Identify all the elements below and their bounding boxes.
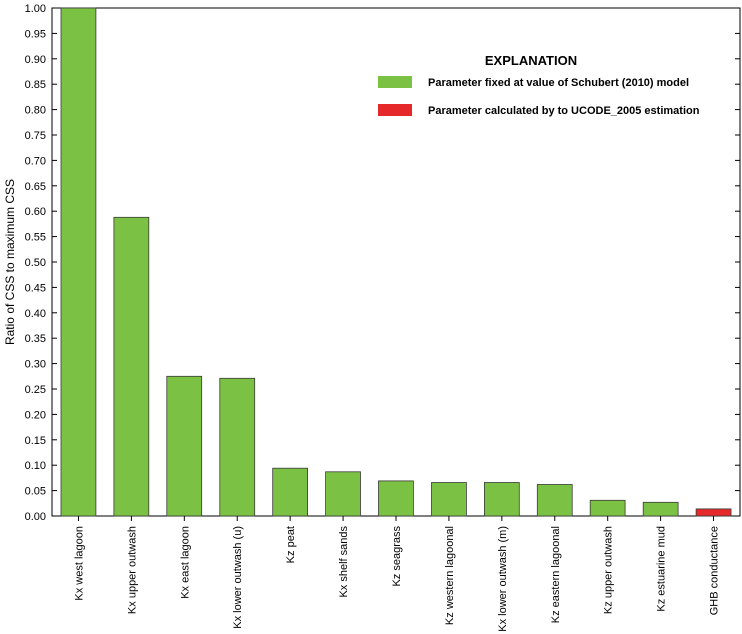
- bars: [60, 7, 732, 517]
- bar-kz-western-lagoonal: [431, 482, 467, 517]
- y-tick-label: 0.90: [25, 54, 46, 66]
- bar-ghb-conductance: [695, 508, 732, 517]
- y-tick-label: 0.60: [25, 206, 46, 218]
- bar-kz-upper-outwash: [589, 499, 626, 517]
- x-tick-label: Kx lower outwash (u): [232, 526, 244, 629]
- legend-swatch-fixed: [378, 76, 412, 88]
- legend-label-fixed: Parameter fixed at value of Schubert (20…: [428, 77, 689, 89]
- bar-kx-west-lagoon: [60, 7, 97, 517]
- bar-kz-estuarine-mud: [642, 501, 679, 517]
- x-tick-label: Kz western lagoonal: [444, 526, 456, 625]
- y-tick-label: 0.20: [25, 409, 46, 421]
- y-tick-label: 0.25: [25, 384, 46, 396]
- x-tick-label: GHB conductance: [709, 526, 721, 615]
- legend-label-calculated: Parameter calculated by to UCODE_2005 es…: [428, 105, 700, 117]
- bar-kx-lower-outwash-u: [219, 377, 256, 517]
- y-tick-label: 0.95: [25, 28, 46, 40]
- legend-title: EXPLANATION: [485, 53, 577, 68]
- y-tick-label: 0.35: [25, 333, 46, 345]
- bar-kz-peat: [272, 467, 309, 517]
- y-tick-label: 0.65: [25, 181, 46, 193]
- bar-kx-shelf-sands: [325, 471, 361, 517]
- x-axis: Kx west lagoon Kx upper outwash Kx east la…: [74, 516, 721, 632]
- y-tick-label: 0.00: [25, 511, 46, 523]
- y-tick-label: 0.40: [25, 308, 46, 320]
- y-axis: 0.00 0.05 0.10 0.15 0.20 0.25 0.30 0.35 0.40 0.45…: [25, 3, 740, 523]
- y-tick-label: 0.70: [25, 155, 46, 167]
- bar-kx-east-lagoon: [166, 375, 203, 517]
- legend: EXPLANATION Parameter fixed at value of …: [378, 53, 700, 117]
- x-tick-label: Kz eastern lagoonal: [550, 526, 562, 623]
- bar-kx-lower-outwash-m: [483, 482, 520, 517]
- x-tick-label: Kx lower outwash (m): [497, 526, 509, 632]
- legend-swatch-calculated: [378, 104, 412, 116]
- y-tick-label: 1.00: [25, 3, 46, 15]
- y-tick-label: 0.75: [25, 130, 46, 142]
- x-tick-label: Kz upper outwash: [603, 526, 615, 614]
- x-tick-label: Kx west lagoon: [74, 526, 86, 601]
- bar-kz-seagrass: [378, 480, 414, 517]
- bar-kz-eastern-lagoonal: [536, 484, 573, 517]
- x-tick-label: Kz peat: [285, 526, 297, 563]
- x-tick-label: Kx upper outwash: [126, 526, 138, 614]
- y-tick-label: 0.55: [25, 232, 46, 244]
- x-tick-label: Kx east lagoon: [179, 526, 191, 599]
- y-axis-title: Ratio of CSS to maximum CSS: [3, 179, 17, 345]
- bar-kx-upper-outwash: [113, 216, 150, 517]
- y-tick-label: 0.80: [25, 105, 46, 117]
- y-tick-label: 0.15: [25, 435, 46, 447]
- y-tick-label: 0.45: [25, 282, 46, 294]
- y-tick-label: 0.85: [25, 79, 46, 91]
- y-tick-label: 0.05: [25, 486, 46, 498]
- y-tick-label: 0.10: [25, 460, 46, 472]
- x-tick-label: Kx shelf sands: [338, 526, 350, 598]
- x-tick-label: Kz estuarine mud: [656, 526, 668, 612]
- y-tick-label: 0.30: [25, 359, 46, 371]
- x-tick-label: Kz seagrass: [391, 526, 403, 587]
- y-tick-label: 0.50: [25, 257, 46, 269]
